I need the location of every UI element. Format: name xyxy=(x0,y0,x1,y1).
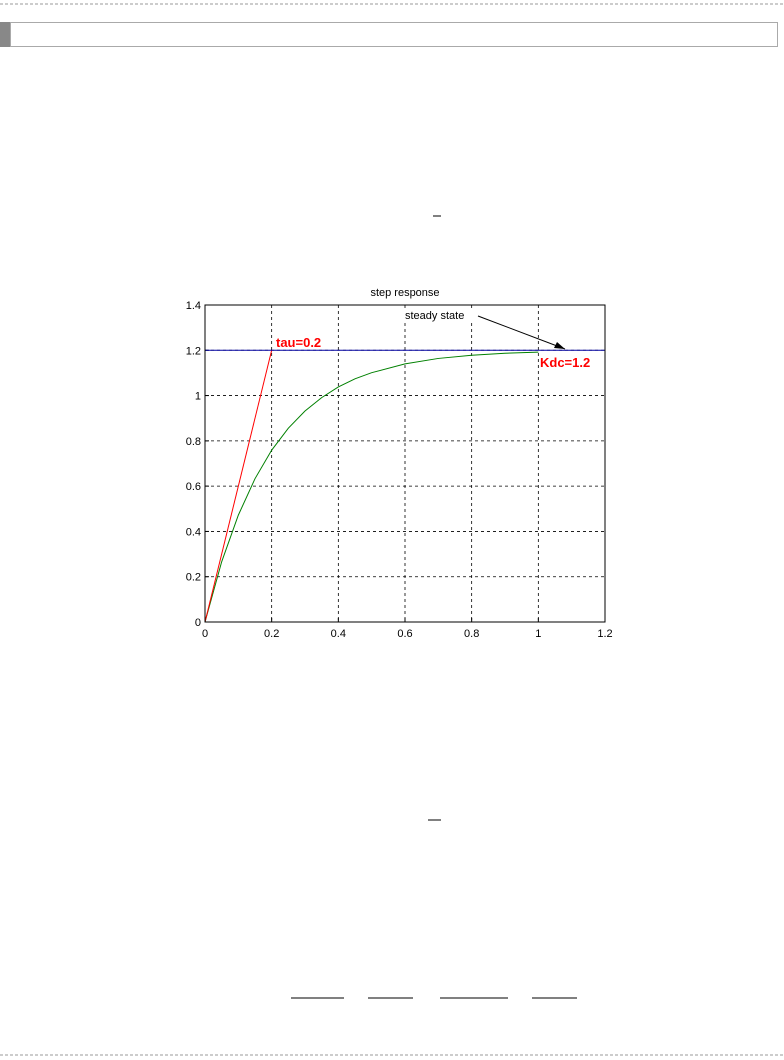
chart-title: step response xyxy=(370,287,439,299)
plot-frame xyxy=(204,304,606,623)
y-tick-label: 0.2 xyxy=(186,572,201,584)
header-marker xyxy=(0,22,10,47)
annotation: tau=0.2 xyxy=(276,335,321,350)
annotation-bg xyxy=(403,308,473,322)
y-tick-label: 0.8 xyxy=(186,436,201,448)
header-bar xyxy=(10,22,778,47)
x-tick-label: 0.6 xyxy=(397,628,412,640)
y-tick-label: 1.4 xyxy=(186,300,201,312)
x-tick-label: 1.2 xyxy=(597,628,612,640)
x-tick-label: 0 xyxy=(202,628,208,640)
y-tick-label: 1.2 xyxy=(186,345,201,357)
y-tick-label: 0.4 xyxy=(186,526,201,538)
chart: step response 0 0.2 0.4 0.6 0.8 1 1.2 0 0.2 0.4 0.… xyxy=(186,287,613,640)
x-tick-label: 1 xyxy=(535,628,541,640)
line-series xyxy=(204,351,539,623)
annotation: Kdc=1.2 xyxy=(540,355,590,370)
x-tick-label: 0.8 xyxy=(464,628,479,640)
line-series xyxy=(204,350,273,623)
annotation-arrow xyxy=(477,315,566,350)
y-tick-label: 1 xyxy=(195,391,201,403)
y-tick-label: 0 xyxy=(195,617,201,629)
arrow-head xyxy=(554,342,565,349)
x-tick-label: 0.4 xyxy=(331,628,346,640)
annotation: steady state xyxy=(405,310,464,322)
y-tick-label: 0.6 xyxy=(186,481,201,493)
x-tick-label: 0.2 xyxy=(264,628,279,640)
